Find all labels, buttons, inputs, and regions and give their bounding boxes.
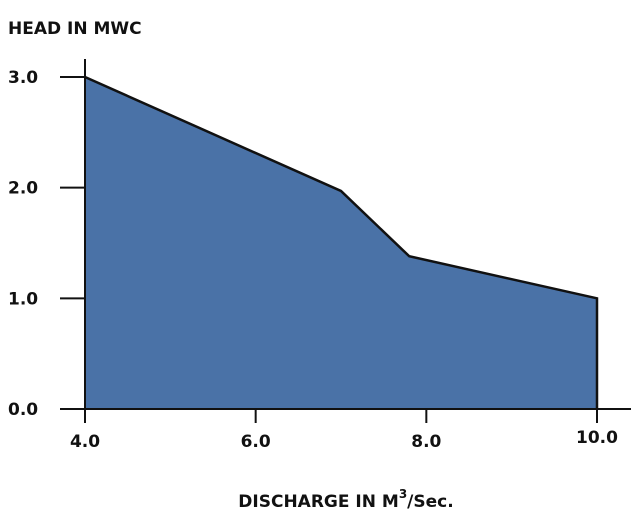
series-line: [84, 75, 599, 409]
y-tick-label: 1.0: [8, 289, 38, 309]
area-fill: [85, 77, 597, 409]
x-tick-label: 4.0: [70, 432, 100, 452]
y-tick-label: 3.0: [8, 68, 38, 88]
x-tick-label: 8.0: [411, 432, 441, 452]
y-tick-label: 2.0: [8, 179, 38, 199]
x-tick-label: 6.0: [241, 432, 271, 452]
x-tick-label: 10.0: [576, 428, 618, 448]
y-tick-label: 0.0: [8, 400, 38, 420]
x-axis-label: DISCHARGE IN M3/Sec.: [238, 487, 453, 512]
y-axis-label: HEAD IN MWC: [8, 19, 142, 39]
